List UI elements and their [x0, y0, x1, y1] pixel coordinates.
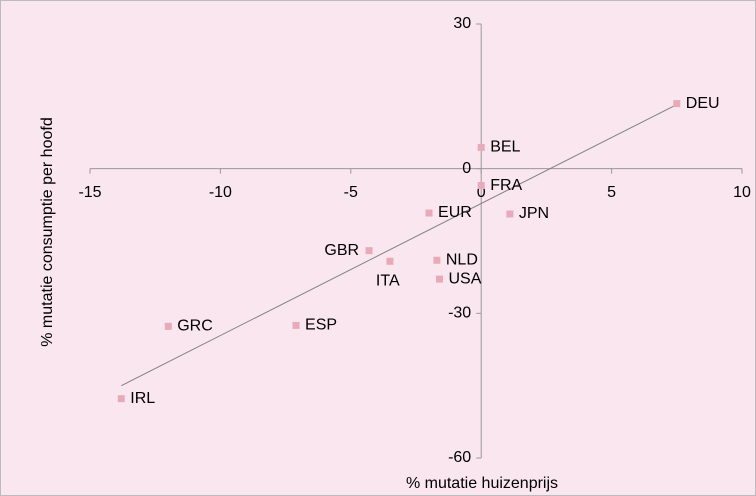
x-tick-label: 10 [733, 184, 751, 201]
point-label: GRC [177, 318, 213, 335]
point [164, 322, 172, 330]
point [292, 321, 300, 329]
point-label: GBR [324, 242, 359, 259]
point [477, 182, 485, 190]
y-axis-label: % mutatie consumptie per hoofd [39, 117, 56, 346]
point-label: USA [448, 270, 481, 287]
point-label: IRL [130, 390, 155, 407]
point-label: ITA [376, 272, 400, 289]
point [435, 275, 443, 283]
trendline [121, 104, 678, 387]
point [477, 143, 485, 151]
point-label: ESP [305, 317, 337, 334]
y-tick-label: -60 [448, 449, 471, 466]
point [425, 209, 433, 217]
point [506, 210, 514, 218]
y-tick-label: 30 [453, 15, 471, 32]
point [117, 395, 125, 403]
y-tick-label: 0 [462, 160, 471, 177]
x-tick-label: -5 [344, 184, 358, 201]
x-axis-label: % mutatie huizenprijs [406, 475, 558, 492]
point-label: JPN [519, 205, 549, 222]
x-tick-label: 5 [607, 184, 616, 201]
point [386, 257, 394, 265]
point [673, 100, 681, 108]
point [433, 256, 441, 264]
point-label: EUR [438, 204, 472, 221]
y-tick-label: -30 [448, 305, 471, 322]
x-tick-label: -10 [209, 184, 232, 201]
x-tick-label: -15 [78, 184, 101, 201]
x-tick-label: 0 [477, 184, 486, 201]
point-label: BEL [490, 139, 520, 156]
point [365, 247, 373, 255]
point-label: NLD [446, 252, 478, 269]
point-label: FRA [490, 177, 522, 194]
point-label: DEU [686, 95, 720, 112]
